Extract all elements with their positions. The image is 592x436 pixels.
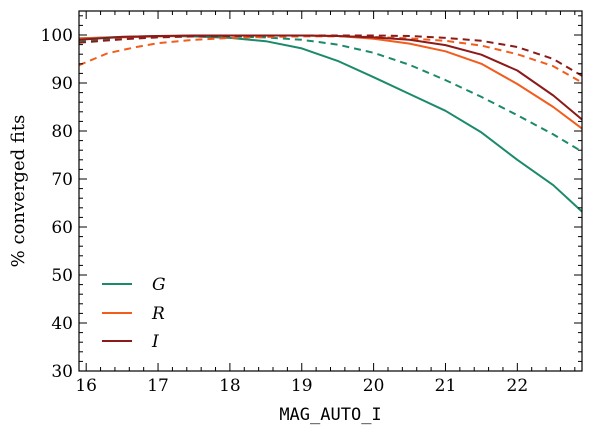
x-axis-label: MAG_AUTO_I [279, 405, 381, 425]
y-axis-label: % converged fits [8, 115, 29, 268]
x-tick-label: 19 [291, 376, 313, 396]
x-tick-label: 17 [147, 376, 169, 396]
x-tick-label: 20 [363, 376, 385, 396]
y-tick-label: 60 [51, 218, 73, 238]
y-tick-label: 80 [51, 122, 73, 142]
legend-label-R: R [151, 304, 165, 324]
y-tick-label: 100 [41, 26, 73, 46]
y-tick-label: 50 [51, 266, 73, 286]
y-tick-label: 70 [51, 170, 73, 190]
legend-label-I: I [151, 332, 159, 352]
x-tick-label: 18 [219, 376, 241, 396]
series-G-solid-line [78, 35, 583, 213]
series-layer [78, 34, 583, 213]
legend: GRI [102, 275, 166, 352]
series-G-dashed-line [78, 35, 583, 153]
x-tick-label: 22 [507, 376, 529, 396]
series-I-dashed-line [78, 34, 583, 77]
y-tick-label: 40 [51, 314, 73, 334]
series-R-solid-line [78, 34, 583, 130]
y-tick-label: 30 [51, 362, 73, 382]
x-tick-label: 21 [435, 376, 457, 396]
y-tick-label: 90 [51, 74, 73, 94]
axis-ticks: 16 17 18 19 20 21 22 30 40 50 60 70 80 90 100 [41, 11, 582, 396]
x-tick-label: 16 [75, 376, 97, 396]
legend-label-G: G [152, 275, 166, 295]
